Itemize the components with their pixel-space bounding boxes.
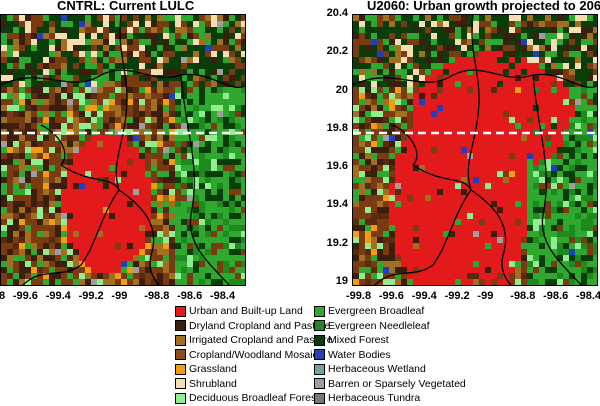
- x-tick-label: -98.8: [510, 290, 536, 302]
- legend-item: Deciduous Broadleaf Forest: [175, 391, 333, 406]
- legend-item: Urban and Built-up Land: [175, 304, 333, 319]
- legend-label: Shrubland: [189, 377, 237, 390]
- legend-swatch: [175, 392, 186, 404]
- legend-label: Evergreen Needleleaf: [328, 319, 430, 332]
- y-tick-label: 20.4: [326, 7, 348, 19]
- y-tick-label: 19.8: [326, 121, 348, 134]
- legend-label: Deciduous Broadleaf Forest: [189, 392, 320, 404]
- legend-label: Urban and Built-up Land: [189, 305, 303, 317]
- x-tick-label: -98.4: [210, 290, 236, 302]
- legend-label: Mixed Forest: [328, 334, 389, 346]
- y-tick-label: 20.2: [326, 45, 348, 58]
- legend-swatch: [175, 334, 186, 346]
- legend-swatch: [175, 363, 186, 375]
- map-u2060: [352, 14, 598, 286]
- legend-label: Barren or Sparsely Vegetated: [328, 377, 466, 390]
- legend-label: Dryland Cropland and Pasture: [189, 319, 331, 332]
- x-tick-label: -98.4: [576, 290, 600, 302]
- legend-swatch: [314, 349, 325, 361]
- x-tick-label: -99.2: [78, 290, 104, 302]
- legend-label: Irrigated Cropland and Pasture: [189, 334, 333, 346]
- legend-label: Herbaceous Wetland: [328, 363, 426, 375]
- x-tick-label: -99.8: [346, 290, 372, 302]
- y-tick-label: 19.6: [326, 160, 348, 173]
- x-tick-label: -99.4: [411, 290, 437, 302]
- legend-item: Herbaceous Wetland: [314, 362, 466, 377]
- y-tick-label: 19: [335, 275, 348, 287]
- legend-swatch: [314, 378, 325, 390]
- legend-item: Barren or Sparsely Vegetated: [314, 377, 466, 392]
- legend-swatch: [175, 349, 186, 361]
- legend-label: Cropland/Woodland Mosaic: [189, 348, 318, 361]
- legend-item: Dryland Cropland and Pasture: [175, 319, 333, 334]
- legend-label: Evergreen Broadleaf: [328, 305, 425, 317]
- legend-label: Grassland: [189, 363, 237, 375]
- legend-swatch: [175, 305, 186, 317]
- legend-item: Evergreen Needleleaf: [314, 319, 466, 334]
- x-tick-label: -98.6: [177, 290, 203, 302]
- y-tick-label: 19.2: [326, 236, 348, 249]
- legend-label: Water Bodies: [328, 348, 391, 361]
- y-tick-label: 20: [335, 83, 348, 96]
- x-tick-label: -99.8: [0, 290, 6, 302]
- legend-swatch: [314, 392, 325, 404]
- legend-item: Grassland: [175, 362, 333, 377]
- legend-swatch: [175, 378, 186, 390]
- legend-col1: Urban and Built-up Land Dryland Cropland …: [175, 304, 333, 406]
- legend-swatch: [314, 363, 325, 375]
- legend-item: Irrigated Cropland and Pasture: [175, 333, 333, 348]
- legend-swatch: [175, 320, 186, 332]
- legend-item: Cropland/Woodland Mosaic: [175, 348, 333, 363]
- land-use-map-cntrl: [1, 15, 245, 285]
- panel-title-u2060: U2060: Urban growth projected to 2060: [367, 0, 600, 13]
- legend-swatch: [314, 334, 325, 346]
- x-tick-label: -99.6: [378, 290, 404, 302]
- legend-item: Mixed Forest: [314, 333, 466, 348]
- x-tick-label: -99: [111, 290, 128, 302]
- legend-label: Herbaceous Tundra: [328, 392, 421, 404]
- x-tick-label: -98.8: [144, 290, 170, 302]
- y-tick-label: 19.4: [326, 198, 348, 211]
- legend-swatch: [314, 305, 325, 317]
- map-cntrl: [0, 14, 246, 286]
- x-tick-label: -99: [477, 290, 494, 302]
- legend-item: Herbaceous Tundra: [314, 391, 466, 406]
- panel-title-cntrl: CNTRL: Current LULC: [57, 0, 195, 13]
- legend-item: Water Bodies: [314, 348, 466, 363]
- x-tick-label: -99.4: [45, 290, 71, 302]
- x-tick-label: -99.6: [12, 290, 38, 302]
- x-tick-label: -98.6: [543, 290, 569, 302]
- x-tick-label: -99.2: [444, 290, 470, 302]
- land-use-map-u2060: [353, 15, 597, 285]
- legend-item: Evergreen Broadleaf: [314, 304, 466, 319]
- legend-swatch: [314, 320, 325, 332]
- legend-col2: Evergreen Broadleaf Evergreen Needleleaf M…: [314, 304, 466, 406]
- legend-item: Shrubland: [175, 377, 333, 392]
